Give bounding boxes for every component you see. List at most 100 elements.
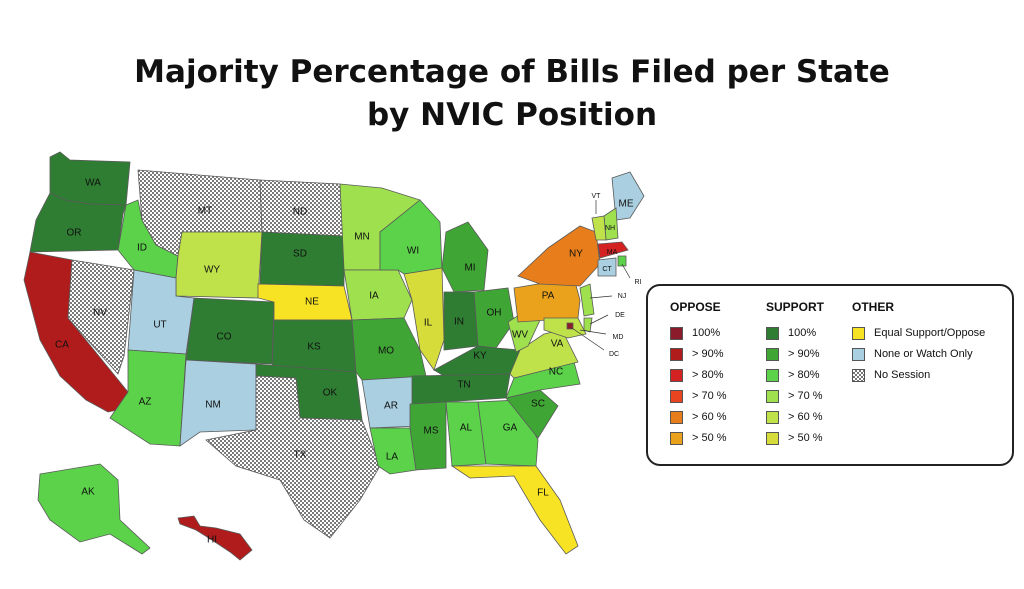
state-label-nj: NJ — [618, 293, 627, 300]
leader-line-de — [589, 314, 609, 325]
legend-label: 100% — [788, 327, 817, 339]
state-label-tn: TN — [457, 380, 470, 391]
legend-oppose-item: > 80% — [670, 368, 724, 382]
state-label-nc: NC — [549, 367, 563, 378]
legend-swatch — [766, 410, 779, 424]
state-la — [369, 427, 417, 475]
legend-swatch — [766, 389, 779, 403]
legend-swatch — [766, 368, 779, 382]
state-nc — [505, 361, 581, 399]
state-label-fl: FL — [537, 488, 549, 499]
state-label-il: IL — [424, 318, 433, 329]
legend-label: None or Watch Only — [874, 348, 973, 360]
state-label-ct: CT — [602, 266, 612, 273]
state-or — [29, 192, 127, 253]
state-label-la: LA — [386, 452, 399, 463]
state-label-wy: WY — [204, 265, 220, 276]
state-label-ut: UT — [153, 320, 166, 331]
state-label-az: AZ — [139, 397, 152, 408]
legend-label: > 60 % — [692, 411, 727, 423]
state-nj — [579, 283, 595, 317]
legend-oppose-item: > 60 % — [670, 410, 727, 424]
legend-swatch — [670, 347, 683, 361]
legend-support-item: > 70 % — [766, 389, 823, 403]
legend-label: 100% — [692, 327, 721, 339]
state-label-mn: MN — [354, 232, 370, 243]
state-label-ny: NY — [569, 249, 583, 260]
state-label-mt: MT — [198, 206, 212, 217]
legend-support-item: 100% — [766, 326, 816, 340]
state-label-ma: MA — [607, 249, 618, 256]
state-hi — [177, 515, 253, 561]
leader-line-dc — [571, 327, 605, 351]
map-title-line-1: Majority Percentage of Bills Filed per S… — [134, 54, 890, 90]
state-label-ga: GA — [503, 423, 518, 434]
legend-swatch — [852, 326, 865, 340]
legend-label: > 70 % — [788, 390, 823, 402]
state-ny — [517, 225, 601, 287]
legend-label: > 80% — [788, 369, 820, 381]
legend-swatch — [670, 368, 683, 382]
state-label-nh: NH — [605, 225, 615, 232]
state-nm — [179, 359, 257, 447]
state-ak — [37, 463, 151, 555]
state-de — [583, 317, 593, 333]
state-md — [543, 317, 587, 339]
legend-swatch — [766, 347, 779, 361]
state-label-ks: KS — [307, 342, 321, 353]
state-label-hi: HI — [207, 535, 217, 546]
map-legend: OPPOSE SUPPORT OTHER 100% > 90% > 80% > 70 … — [646, 284, 1014, 466]
legend-swatch — [766, 326, 779, 340]
state-label-ar: AR — [384, 401, 398, 412]
state-label-ia: IA — [369, 291, 379, 302]
state-label-in: IN — [454, 317, 464, 328]
state-ms — [409, 401, 447, 471]
legend-oppose-item: > 90% — [670, 347, 724, 361]
state-label-al: AL — [460, 423, 473, 434]
state-label-sc: SC — [531, 399, 545, 410]
state-label-oh: OH — [487, 308, 502, 319]
legend-label: Equal Support/Oppose — [874, 327, 986, 339]
state-nv — [67, 259, 135, 375]
legend-swatch — [852, 368, 865, 382]
state-label-nv: NV — [93, 308, 107, 319]
leader-line-md — [579, 329, 607, 335]
state-label-nd: ND — [293, 207, 307, 218]
state-ri — [617, 255, 627, 267]
state-ct — [597, 257, 617, 277]
state-label-or: OR — [67, 228, 82, 239]
state-label-ne: NE — [305, 297, 319, 308]
state-label-vt: VT — [592, 193, 602, 200]
legend-oppose-item: 100% — [670, 326, 720, 340]
state-label-ky: KY — [473, 351, 487, 362]
legend-oppose-item: > 70 % — [670, 389, 727, 403]
leader-line-nj — [589, 295, 613, 299]
state-label-ms: MS — [424, 426, 439, 437]
legend-label: > 60 % — [788, 411, 823, 423]
map-title-line-2: by NVIC Position — [366, 97, 658, 133]
state-me — [611, 171, 645, 221]
legend-oppose-item: > 50 % — [670, 431, 727, 445]
state-label-dc: DC — [609, 351, 619, 358]
legend-swatch — [670, 389, 683, 403]
legend-support-item: > 60 % — [766, 410, 823, 424]
state-label-ak: AK — [81, 487, 95, 498]
state-oh — [473, 287, 515, 349]
legend-other-item: Equal Support/Oppose — [852, 326, 985, 340]
state-label-ri: RI — [635, 279, 642, 286]
legend-swatch — [670, 410, 683, 424]
state-label-wa: WA — [85, 178, 101, 189]
state-label-co: CO — [217, 332, 232, 343]
state-label-de: DE — [615, 312, 625, 319]
legend-support-item: > 80% — [766, 368, 820, 382]
state-label-pa: PA — [542, 291, 555, 302]
legend-label: > 50 % — [788, 432, 823, 444]
legend-other-heading: OTHER — [852, 300, 894, 314]
legend-other-item: None or Watch Only — [852, 347, 973, 361]
legend-label: > 70 % — [692, 390, 727, 402]
legend-support-item: > 90% — [766, 347, 820, 361]
state-label-nm: NM — [205, 400, 221, 411]
legend-oppose-heading: OPPOSE — [670, 300, 721, 314]
state-label-md: MD — [613, 334, 624, 341]
leader-line-ri — [621, 263, 631, 279]
